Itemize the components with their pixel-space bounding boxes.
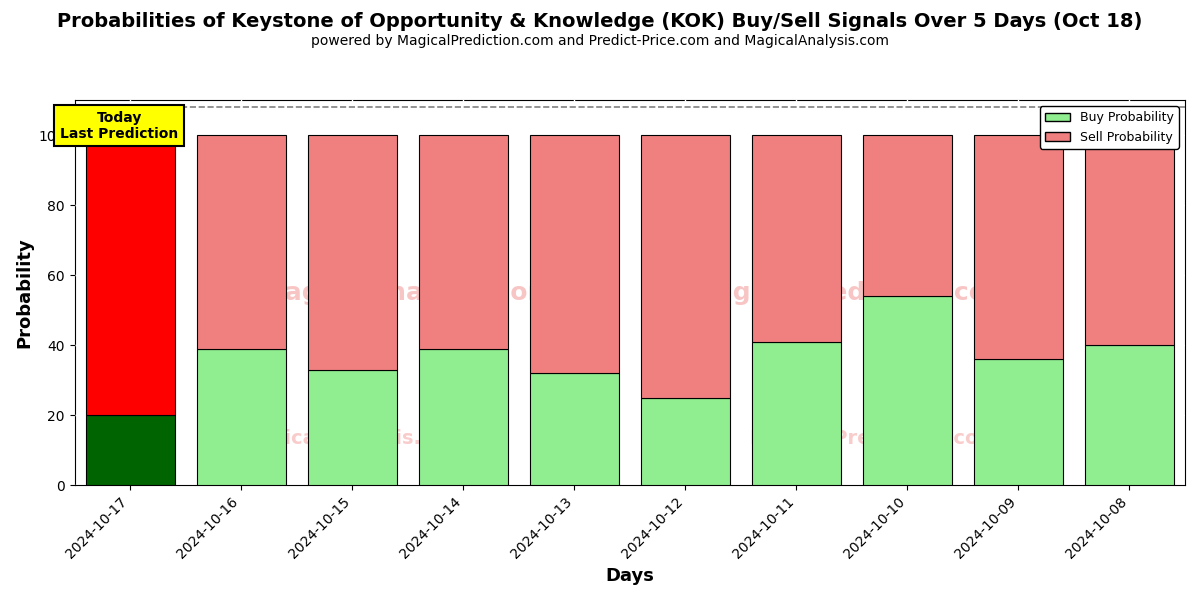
X-axis label: Days: Days xyxy=(605,567,654,585)
Bar xyxy=(752,341,841,485)
Bar xyxy=(641,135,730,398)
Bar xyxy=(197,349,286,485)
Y-axis label: Probability: Probability xyxy=(16,237,34,348)
Bar xyxy=(974,135,1063,359)
Bar xyxy=(863,296,952,485)
Bar xyxy=(197,135,286,349)
Bar xyxy=(530,373,619,485)
Bar xyxy=(1085,345,1174,485)
Text: Today
Last Prediction: Today Last Prediction xyxy=(60,110,178,141)
Bar xyxy=(863,135,952,296)
Legend: Buy Probability, Sell Probability: Buy Probability, Sell Probability xyxy=(1040,106,1178,149)
Bar xyxy=(530,135,619,373)
Bar xyxy=(641,398,730,485)
Bar xyxy=(85,135,174,415)
Bar xyxy=(419,135,508,349)
Text: MagicalAnalysis.com: MagicalAnalysis.com xyxy=(238,430,467,448)
Bar xyxy=(85,415,174,485)
Bar xyxy=(1085,135,1174,345)
Text: MagicalPrediction.com: MagicalPrediction.com xyxy=(749,430,998,448)
Text: powered by MagicalPrediction.com and Predict-Price.com and MagicalAnalysis.com: powered by MagicalPrediction.com and Pre… xyxy=(311,34,889,48)
Bar xyxy=(308,135,397,370)
Bar xyxy=(974,359,1063,485)
Bar xyxy=(419,349,508,485)
Bar xyxy=(308,370,397,485)
Text: Probabilities of Keystone of Opportunity & Knowledge (KOK) Buy/Sell Signals Over: Probabilities of Keystone of Opportunity… xyxy=(58,12,1142,31)
Bar xyxy=(752,135,841,341)
Text: MagicalAnalysis.com: MagicalAnalysis.com xyxy=(260,281,554,305)
Text: MagicalPrediction.com: MagicalPrediction.com xyxy=(691,281,1013,305)
